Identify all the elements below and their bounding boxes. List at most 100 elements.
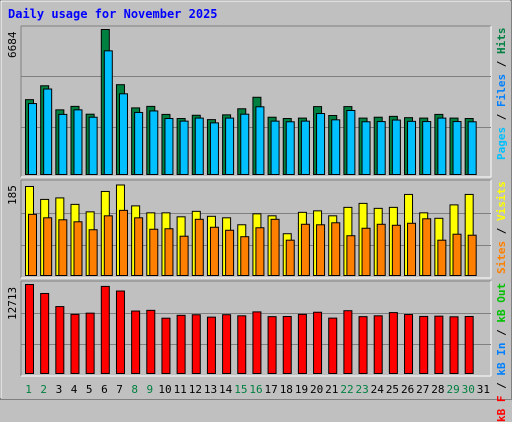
- bar-files-day-26: [407, 120, 417, 175]
- bar-kb-f-day-18: [282, 316, 292, 375]
- day-label-1: 1: [25, 383, 32, 396]
- bar-kb-f-day-23: [358, 316, 368, 375]
- day-label-8: 8: [131, 383, 139, 396]
- bar-kb-f-day-21: [328, 317, 338, 374]
- day-label-31: 31: [476, 383, 491, 396]
- legend-text: Hits: [495, 27, 508, 55]
- bar-files-day-23: [361, 121, 371, 175]
- bar-sites-day-27: [422, 218, 432, 276]
- day-label-2: 2: [40, 383, 48, 396]
- panel-sites-visits-ymax-label: 185: [6, 185, 19, 205]
- bar-kb-f-day-22: [343, 310, 353, 374]
- day-label-12: 12: [188, 383, 202, 396]
- bar-sites-day-6: [103, 215, 113, 276]
- bar-sites-day-17: [270, 218, 280, 276]
- bar-kb-f-day-26: [404, 314, 414, 375]
- bar-kb-f-day-11: [176, 314, 186, 375]
- bar-kb-f-day-1: [25, 284, 34, 374]
- panel-kb-transfer-legend: kB F / kB In / kB Out: [495, 282, 508, 421]
- bar-files-day-24: [376, 121, 386, 176]
- bar-files-day-21: [331, 119, 341, 175]
- bar-sites-day-12: [194, 218, 204, 276]
- bar-kb-f-day-29: [449, 316, 459, 374]
- bar-files-day-12: [194, 117, 204, 175]
- bar-sites-day-25: [391, 224, 401, 277]
- chart-title: Daily usage for November 2025: [8, 7, 218, 21]
- bar-sites-day-1: [28, 213, 37, 276]
- bar-kb-f-day-25: [388, 312, 398, 374]
- bar-kb-f-day-16: [252, 311, 262, 374]
- bar-kb-f-day-24: [373, 315, 383, 375]
- bar-kb-f-day-3: [55, 306, 65, 375]
- bar-files-day-20: [316, 113, 326, 175]
- bar-kb-f-day-13: [206, 316, 216, 374]
- day-label-27: 27: [416, 383, 430, 396]
- legend-text: Visits: [495, 181, 508, 222]
- legend-text: kB F: [495, 395, 508, 422]
- day-label-14: 14: [219, 383, 233, 396]
- bar-sites-day-30: [467, 234, 477, 276]
- bar-files-day-14: [225, 117, 235, 175]
- day-label-11: 11: [173, 383, 187, 396]
- bar-files-day-16: [255, 106, 265, 175]
- panel-kb-transfer-ymax-label: 12713: [6, 286, 19, 320]
- bar-files-day-30: [467, 121, 477, 175]
- day-label-28: 28: [431, 383, 445, 396]
- bar-files-day-6: [103, 50, 113, 176]
- bar-kb-f-day-14: [222, 314, 232, 375]
- bar-files-day-29: [452, 121, 462, 176]
- bar-sites-day-28: [437, 239, 447, 277]
- bar-sites-day-4: [73, 221, 83, 276]
- bar-kb-f-day-8: [131, 310, 141, 374]
- day-label-23: 23: [355, 383, 369, 396]
- bar-sites-day-14: [225, 229, 235, 276]
- bar-kb-f-day-20: [313, 311, 323, 374]
- bar-sites-day-29: [452, 233, 462, 276]
- bar-kb-f-day-6: [100, 285, 110, 374]
- bar-sites-day-21: [331, 222, 341, 276]
- bar-sites-day-18: [285, 239, 295, 277]
- bar-files-day-13: [209, 122, 219, 175]
- legend-text: kB In: [495, 342, 508, 376]
- bar-sites-day-10: [164, 228, 174, 277]
- day-label-15: 15: [234, 383, 248, 396]
- day-label-9: 9: [146, 383, 154, 396]
- bar-files-day-4: [73, 109, 83, 175]
- legend-text: Pages: [495, 126, 508, 160]
- day-label-20: 20: [310, 383, 324, 396]
- day-label-13: 13: [203, 383, 218, 396]
- day-label-16: 16: [249, 383, 263, 396]
- day-label-7: 7: [116, 383, 123, 396]
- day-label-24: 24: [370, 383, 384, 396]
- bar-kb-f-day-7: [115, 290, 125, 374]
- day-label-10: 10: [158, 383, 172, 396]
- bar-kb-f-day-12: [191, 314, 201, 375]
- panel-pages-files-hits-legend: Pages / Files / Hits: [495, 28, 508, 161]
- day-label-25: 25: [385, 383, 400, 396]
- legend-text: /: [495, 107, 508, 127]
- bar-kb-f-day-4: [70, 313, 80, 375]
- bar-files-day-18: [285, 121, 295, 175]
- bar-files-day-22: [346, 110, 356, 175]
- bar-files-day-27: [422, 121, 432, 176]
- bar-files-day-1: [28, 103, 37, 175]
- bar-sites-day-3: [58, 219, 68, 276]
- bar-files-day-19: [300, 120, 310, 175]
- bar-files-day-2: [43, 88, 53, 175]
- bar-sites-day-24: [376, 223, 386, 277]
- bar-sites-day-19: [300, 223, 310, 277]
- bar-sites-day-2: [43, 217, 53, 276]
- bar-kb-f-day-17: [267, 316, 277, 375]
- bar-sites-day-23: [361, 227, 371, 277]
- legend-text: /: [495, 375, 508, 396]
- day-label-5: 5: [85, 383, 93, 396]
- chart-frame: [0, 0, 512, 400]
- day-label-6: 6: [101, 383, 108, 396]
- bar-kb-f-day-9: [146, 309, 156, 374]
- legend-text: Files: [495, 73, 508, 107]
- bar-files-day-10: [164, 118, 174, 175]
- bar-kb-f-day-19: [297, 313, 307, 375]
- bar-kb-f-day-28: [434, 315, 444, 375]
- bar-files-day-7: [118, 93, 128, 175]
